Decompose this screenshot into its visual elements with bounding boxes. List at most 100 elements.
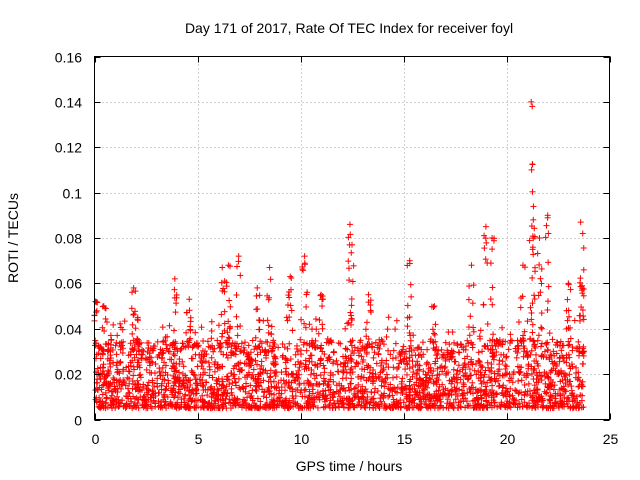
data-point bbox=[168, 401, 175, 408]
data-point bbox=[105, 368, 112, 375]
data-point bbox=[149, 388, 156, 395]
data-point bbox=[227, 399, 234, 406]
data-point bbox=[257, 338, 264, 345]
data-point bbox=[442, 355, 449, 362]
data-point bbox=[114, 393, 121, 400]
data-point bbox=[252, 334, 259, 341]
data-point bbox=[337, 340, 344, 347]
data-point bbox=[359, 358, 366, 365]
data-point bbox=[307, 371, 314, 378]
data-point bbox=[390, 401, 397, 408]
data-point bbox=[538, 310, 545, 317]
data-point bbox=[344, 320, 351, 327]
data-point bbox=[528, 309, 535, 316]
data-point bbox=[284, 317, 291, 324]
y-tick-label: 0.1 bbox=[63, 186, 83, 202]
data-point bbox=[436, 371, 443, 378]
data-point bbox=[96, 404, 103, 411]
data-point bbox=[469, 300, 476, 307]
data-point bbox=[232, 379, 239, 386]
data-point bbox=[565, 394, 572, 401]
data-point bbox=[397, 403, 404, 410]
data-point bbox=[531, 365, 538, 372]
data-point bbox=[493, 348, 500, 355]
data-point bbox=[535, 375, 542, 382]
data-point bbox=[579, 349, 586, 356]
data-point bbox=[544, 298, 551, 305]
data-point bbox=[477, 327, 484, 334]
data-point bbox=[483, 239, 490, 246]
data-point bbox=[348, 315, 355, 322]
data-point bbox=[125, 389, 132, 396]
data-point bbox=[345, 319, 352, 326]
data-point bbox=[545, 283, 552, 290]
data-point bbox=[238, 348, 245, 355]
data-point bbox=[371, 349, 378, 356]
data-point bbox=[409, 404, 416, 411]
data-point bbox=[552, 392, 559, 399]
data-point bbox=[102, 389, 109, 396]
data-point bbox=[290, 403, 297, 410]
data-point bbox=[543, 370, 550, 377]
y-tick-label: 0.16 bbox=[55, 50, 82, 66]
data-point bbox=[215, 405, 222, 412]
data-point bbox=[531, 225, 538, 232]
data-point bbox=[538, 340, 545, 347]
data-point bbox=[377, 362, 384, 369]
data-point bbox=[143, 399, 150, 406]
data-point bbox=[524, 354, 531, 361]
data-point bbox=[171, 368, 178, 375]
data-point bbox=[264, 317, 271, 324]
data-point bbox=[209, 390, 216, 397]
data-point bbox=[227, 323, 234, 330]
data-point bbox=[208, 393, 215, 400]
data-point bbox=[269, 405, 276, 412]
data-point bbox=[340, 385, 347, 392]
data-point bbox=[223, 351, 230, 358]
data-point bbox=[279, 399, 286, 406]
y-tick-label: 0.14 bbox=[55, 95, 82, 111]
data-point bbox=[407, 337, 414, 344]
data-point bbox=[225, 318, 232, 325]
data-point bbox=[303, 347, 310, 354]
data-point bbox=[409, 373, 416, 380]
data-point bbox=[431, 331, 438, 338]
data-point bbox=[197, 358, 204, 365]
data-point bbox=[98, 346, 105, 353]
data-point bbox=[265, 322, 272, 329]
data-point bbox=[566, 313, 573, 320]
data-point bbox=[564, 296, 571, 303]
data-point bbox=[446, 341, 453, 348]
data-point bbox=[282, 387, 289, 394]
data-point bbox=[480, 301, 487, 308]
data-point bbox=[146, 359, 153, 366]
data-point bbox=[119, 345, 126, 352]
data-point bbox=[347, 231, 354, 238]
data-point bbox=[500, 392, 507, 399]
data-point bbox=[288, 370, 295, 377]
data-point bbox=[385, 393, 392, 400]
data-point bbox=[452, 396, 459, 403]
data-point bbox=[303, 365, 310, 372]
data-point bbox=[130, 363, 137, 370]
data-point bbox=[567, 378, 574, 385]
data-point bbox=[484, 359, 491, 366]
data-point bbox=[408, 352, 415, 359]
data-point bbox=[200, 382, 207, 389]
data-point bbox=[550, 386, 557, 393]
y-tick-label: 0.12 bbox=[55, 140, 82, 156]
data-point bbox=[564, 400, 571, 407]
data-point bbox=[578, 404, 585, 411]
data-point bbox=[502, 366, 509, 373]
data-point bbox=[119, 397, 126, 404]
data-point bbox=[544, 373, 551, 380]
data-point bbox=[116, 370, 123, 377]
data-point bbox=[533, 351, 540, 358]
data-point bbox=[430, 339, 437, 346]
data-point bbox=[574, 399, 581, 406]
data-point bbox=[265, 296, 272, 303]
data-point bbox=[580, 345, 587, 352]
data-point bbox=[309, 337, 316, 344]
data-point bbox=[137, 371, 144, 378]
data-point bbox=[367, 364, 374, 371]
